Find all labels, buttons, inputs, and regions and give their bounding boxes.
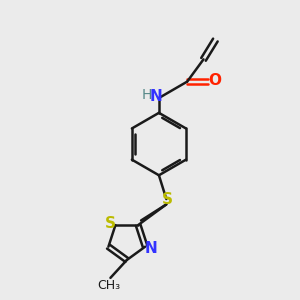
Text: H: H bbox=[141, 88, 152, 102]
Text: N: N bbox=[150, 89, 162, 104]
Text: S: S bbox=[162, 192, 173, 207]
Text: CH₃: CH₃ bbox=[98, 279, 121, 292]
Text: N: N bbox=[144, 241, 157, 256]
Text: O: O bbox=[208, 73, 221, 88]
Text: S: S bbox=[105, 216, 116, 231]
